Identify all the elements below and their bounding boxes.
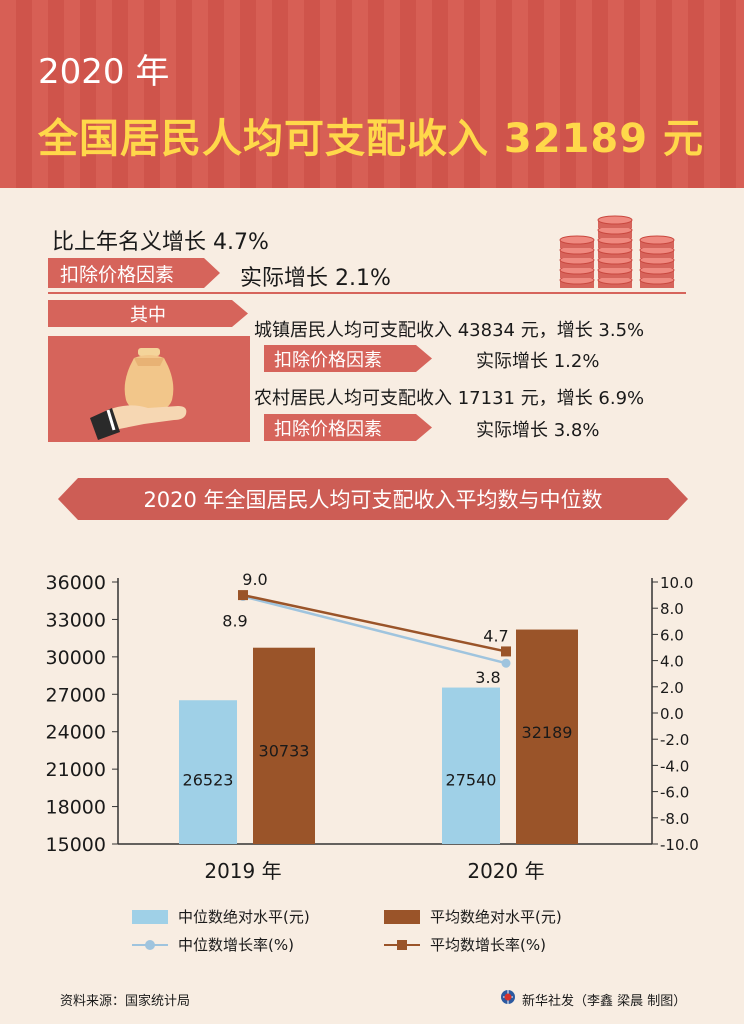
header-banner: 2020 年 全国居民人均可支配收入 32189 元 <box>0 0 744 188</box>
mean-bar-value-label: 32189 <box>522 723 573 742</box>
legend-label-median-line: 中位数增长率(%) <box>178 936 294 954</box>
legend-item-mean-bar: 平均数绝对水平(元) <box>384 906 562 927</box>
mean-growth-point <box>238 590 248 601</box>
legend-swatch-median-line <box>132 938 168 952</box>
right-tick-label: 4.0 <box>660 653 684 671</box>
median-growth-label: 8.9 <box>222 611 247 630</box>
x-tick-label: 2020 年 <box>467 859 544 883</box>
xinhua-globe-icon <box>501 990 515 1004</box>
rural-real-growth: 实际增长 3.8% <box>476 420 600 441</box>
right-tick-label: 0.0 <box>660 705 684 723</box>
source-text: 资料来源：国家统计局 <box>60 994 191 1009</box>
right-tick-label: -2.0 <box>660 731 689 749</box>
mean-growth-point <box>501 646 511 657</box>
mean-growth-line <box>242 593 507 653</box>
legend-label-median-bar: 中位数绝对水平(元) <box>178 908 310 926</box>
deflate-tag: 扣除价格因素 <box>48 258 220 288</box>
x-tick-label: 2019 年 <box>204 859 281 883</box>
median-bar-value-label: 27540 <box>446 770 497 789</box>
nominal-growth-text: 比上年名义增长 4.7% <box>52 230 269 255</box>
legend-swatch-median-bar <box>132 909 168 924</box>
urban-income-text: 城镇居民人均可支配收入 43834 元，增长 3.5% <box>254 320 645 341</box>
chart-title-banner: 2020 年全国居民人均可支配收入平均数与中位数 <box>58 478 688 520</box>
main-title: 全国居民人均可支配收入 32189 元 <box>38 116 705 162</box>
right-tick-label: -6.0 <box>660 784 689 802</box>
median-bar-value-label: 26523 <box>183 770 234 789</box>
legend-swatch-mean-bar <box>384 909 420 924</box>
legend-label-mean-line: 平均数增长率(%) <box>430 936 546 954</box>
median-growth-point <box>501 658 511 668</box>
median-growth-line <box>242 595 507 665</box>
legend-swatch-mean-line <box>384 938 420 952</box>
real-growth-text: 实际增长 2.1% <box>240 266 391 291</box>
left-tick-label: 27000 <box>46 684 106 706</box>
right-tick-label: -4.0 <box>660 757 689 775</box>
credit-text: 新华社发（李鑫 梁晨 制图） <box>522 994 687 1009</box>
left-tick-label: 15000 <box>46 834 106 856</box>
left-tick-label: 21000 <box>46 759 106 781</box>
left-tick-label: 24000 <box>46 722 106 744</box>
right-tick-label: 8.0 <box>660 600 684 618</box>
mean-bar-value-label: 30733 <box>259 742 310 761</box>
median-growth-label: 3.8 <box>475 668 500 687</box>
right-tick-label: -10.0 <box>660 836 699 854</box>
chart-legend: 中位数绝对水平(元) 平均数绝对水平(元) 中位数增长率(%) 平均数增长率(%… <box>0 900 744 970</box>
income-chart: 15000 18000 21000 24000 27000 30000 33000 36000… <box>46 570 699 883</box>
rural-deflate-tag: 扣除价格因素 <box>264 414 432 441</box>
section-tag: 其中 <box>48 300 248 327</box>
divider-line <box>48 292 686 294</box>
mean-growth-label: 9.0 <box>242 570 267 589</box>
left-tick-label: 30000 <box>46 647 106 669</box>
left-tick-label: 33000 <box>46 609 106 631</box>
right-tick-label: 2.0 <box>660 679 684 697</box>
coin-stack-icon <box>559 215 675 288</box>
mean-bar <box>516 629 578 844</box>
right-tick-label: -8.0 <box>660 810 689 828</box>
left-tick-label: 36000 <box>46 572 106 594</box>
hand-money-bag-icon <box>90 348 187 440</box>
median-bar <box>442 687 500 844</box>
left-tick-label: 18000 <box>46 797 106 819</box>
mean-growth-label: 4.7 <box>483 626 508 645</box>
hand-money-bag-panel <box>48 336 250 442</box>
year-title: 2020 年 <box>38 52 170 92</box>
mean-bar <box>253 647 315 844</box>
right-tick-label: 10.0 <box>660 574 693 592</box>
median-bar <box>179 700 237 844</box>
footer: 资料来源：国家统计局 新华社发（李鑫 梁晨 制图） <box>0 980 744 1024</box>
legend-item-mean-line: 平均数增长率(%) <box>384 934 546 955</box>
urban-deflate-tag: 扣除价格因素 <box>264 345 432 372</box>
right-tick-label: 6.0 <box>660 626 684 644</box>
legend-item-median-line: 中位数增长率(%) <box>132 934 294 955</box>
rural-income-text: 农村居民人均可支配收入 17131 元，增长 6.9% <box>254 388 645 409</box>
legend-item-median-bar: 中位数绝对水平(元) <box>132 906 310 927</box>
legend-label-mean-bar: 平均数绝对水平(元) <box>430 908 562 926</box>
urban-real-growth: 实际增长 1.2% <box>476 351 600 372</box>
